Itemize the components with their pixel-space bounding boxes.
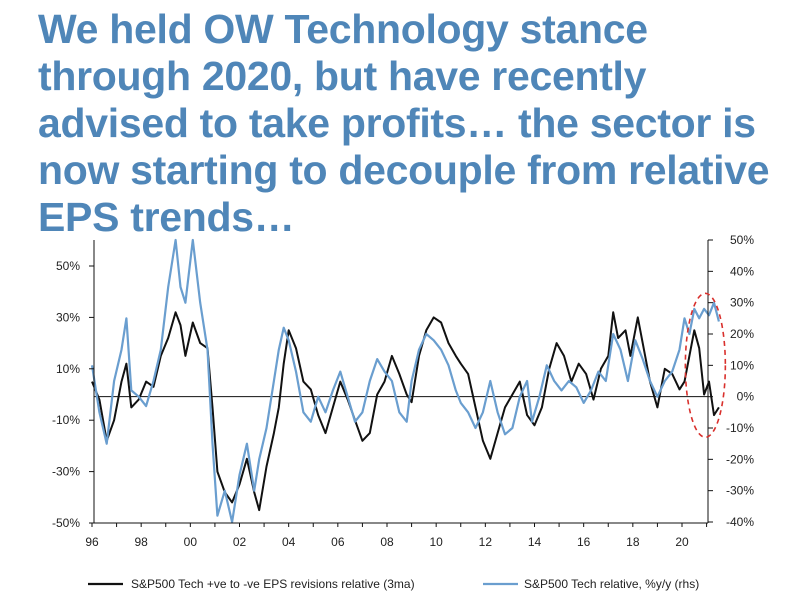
x-tick-label: 20 — [675, 535, 689, 549]
right-tick-label: -10% — [726, 421, 754, 435]
right-tick-label: -40% — [726, 515, 754, 529]
x-tick-label: 12 — [479, 535, 493, 549]
x-tick-label: 00 — [184, 535, 198, 549]
legend-label-1: S&P500 Tech +ve to -ve EPS revisions rel… — [131, 577, 415, 591]
left-tick-label: -30% — [52, 465, 80, 479]
left-tick-label: 50% — [56, 259, 80, 273]
x-tick-label: 16 — [577, 535, 591, 549]
x-tick-label: 14 — [528, 535, 542, 549]
x-tick-label: 18 — [626, 535, 640, 549]
legend-label-2: S&P500 Tech relative, %y/y (rhs) — [524, 577, 699, 591]
x-tick-label: 02 — [233, 535, 247, 549]
right-tick-label: -20% — [726, 452, 754, 466]
right-tick-label: 30% — [730, 296, 754, 310]
right-tick-label: 40% — [730, 264, 754, 278]
x-tick-label: 96 — [85, 535, 99, 549]
right-tick-label: 20% — [730, 327, 754, 341]
slide-title: We held OW Technology stance through 202… — [38, 6, 770, 240]
x-tick-label: 10 — [429, 535, 443, 549]
left-tick-label: 30% — [56, 310, 80, 324]
x-tick-label: 04 — [282, 535, 296, 549]
x-tick-label: 08 — [380, 535, 394, 549]
right-tick-label: -30% — [726, 484, 754, 498]
right-tick-label: 50% — [730, 233, 754, 247]
right-tick-label: 10% — [730, 358, 754, 372]
series-line-1 — [91, 311, 720, 512]
left-tick-label: 10% — [56, 362, 80, 376]
left-tick-label: -50% — [52, 516, 80, 530]
x-tick-label: 98 — [134, 535, 148, 549]
series-line-2 — [90, 238, 720, 524]
right-tick-label: 0% — [737, 390, 755, 404]
highlight-ellipse — [684, 292, 727, 439]
x-tick-label: 06 — [331, 535, 345, 549]
left-tick-label: -10% — [52, 413, 80, 427]
